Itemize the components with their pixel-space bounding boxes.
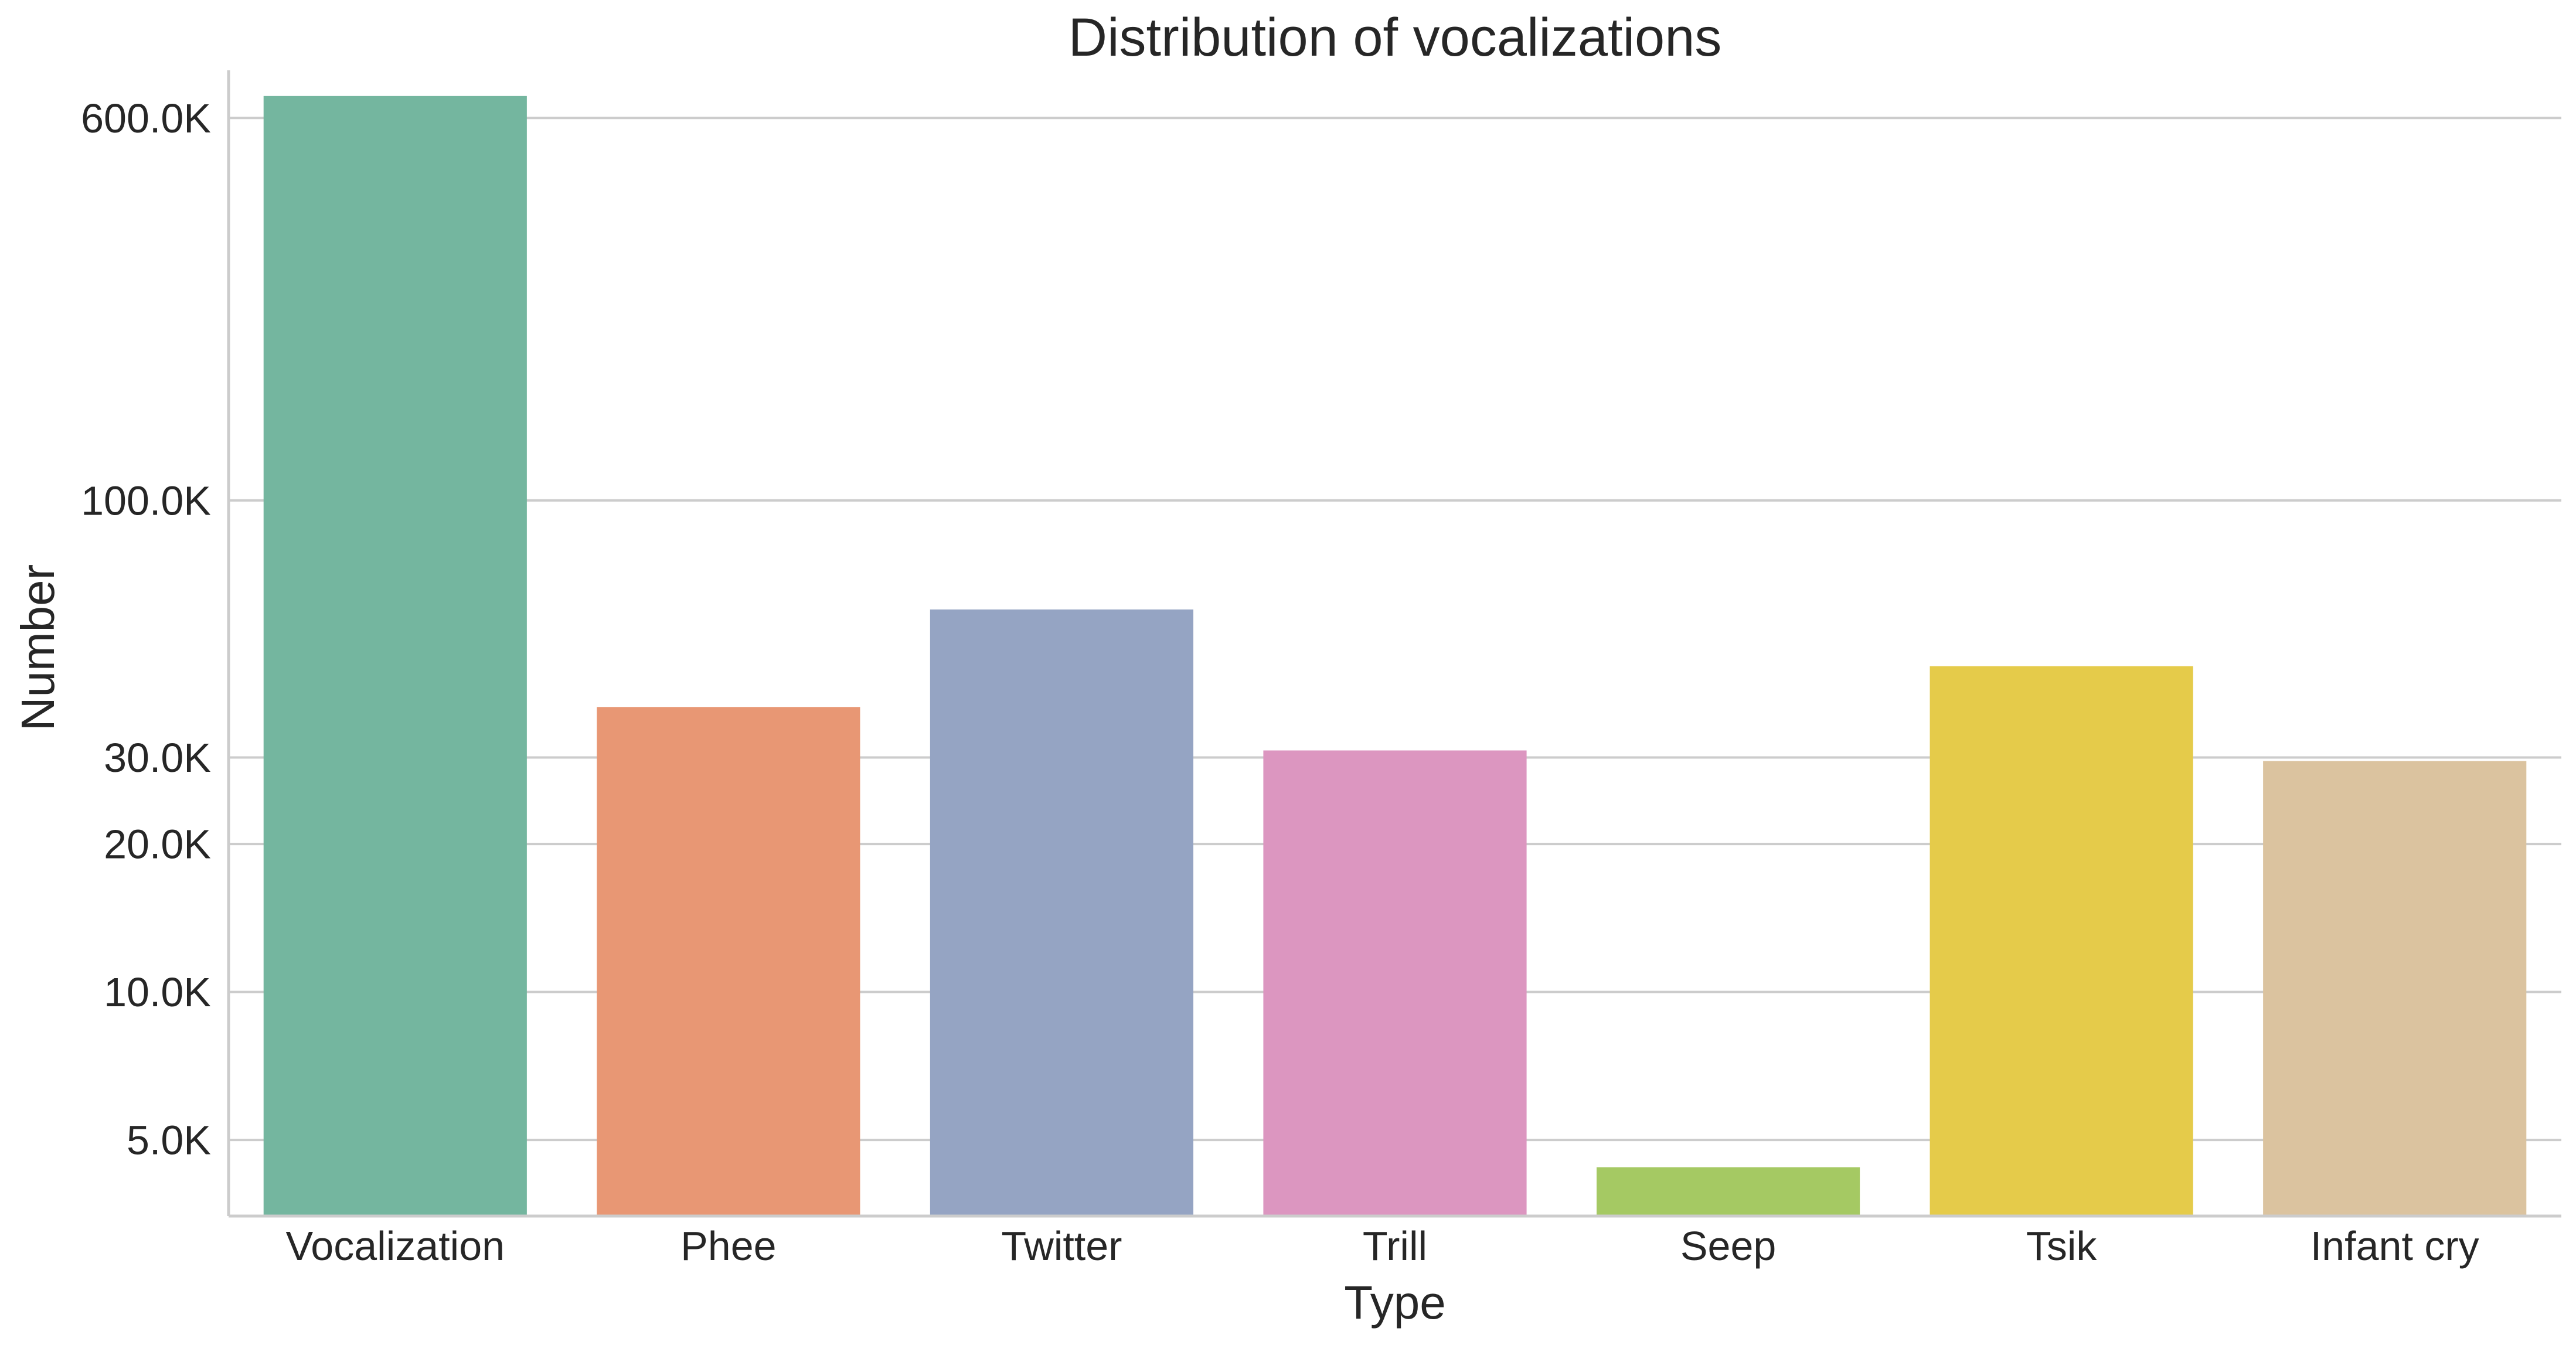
chart-title: Distribution of vocalizations	[1068, 8, 1722, 67]
bar-trill	[1263, 750, 1527, 1216]
x-tick-label: Seep	[1680, 1223, 1776, 1269]
x-tick-label: Vocalization	[285, 1223, 505, 1269]
x-axis-label: Type	[1344, 1276, 1445, 1329]
y-tick-label: 100.0K	[81, 478, 211, 523]
y-tick-label: 600.0K	[81, 96, 211, 141]
x-tick-label: Infant cry	[2310, 1223, 2479, 1269]
x-tick-label: Tsik	[2026, 1223, 2098, 1269]
y-tick-label: 30.0K	[104, 735, 211, 781]
bars-layer	[263, 96, 2527, 1217]
y-tick-labels: 5.0K 10.0K 20.0K 30.0K 100.0K 600.0K	[81, 96, 211, 1163]
y-tick-label: 5.0K	[127, 1118, 211, 1163]
bar-seep	[1596, 1167, 1860, 1216]
y-axis-label: Number	[12, 564, 64, 731]
x-tick-label: Phee	[680, 1223, 776, 1269]
bar-infant-cry	[2263, 761, 2527, 1216]
bar-vocalization	[263, 96, 527, 1217]
y-tick-label: 20.0K	[104, 822, 211, 867]
bar-twitter	[930, 609, 1194, 1216]
x-tick-label: Trill	[1363, 1223, 1427, 1269]
bar-tsik	[1930, 666, 2193, 1216]
x-tick-label: Twitter	[1001, 1223, 1122, 1269]
y-tick-label: 10.0K	[104, 969, 211, 1015]
x-tick-labels: Vocalization Phee Twitter Trill Seep Tsik Infa…	[285, 1223, 2479, 1269]
bar-phee	[597, 707, 860, 1216]
